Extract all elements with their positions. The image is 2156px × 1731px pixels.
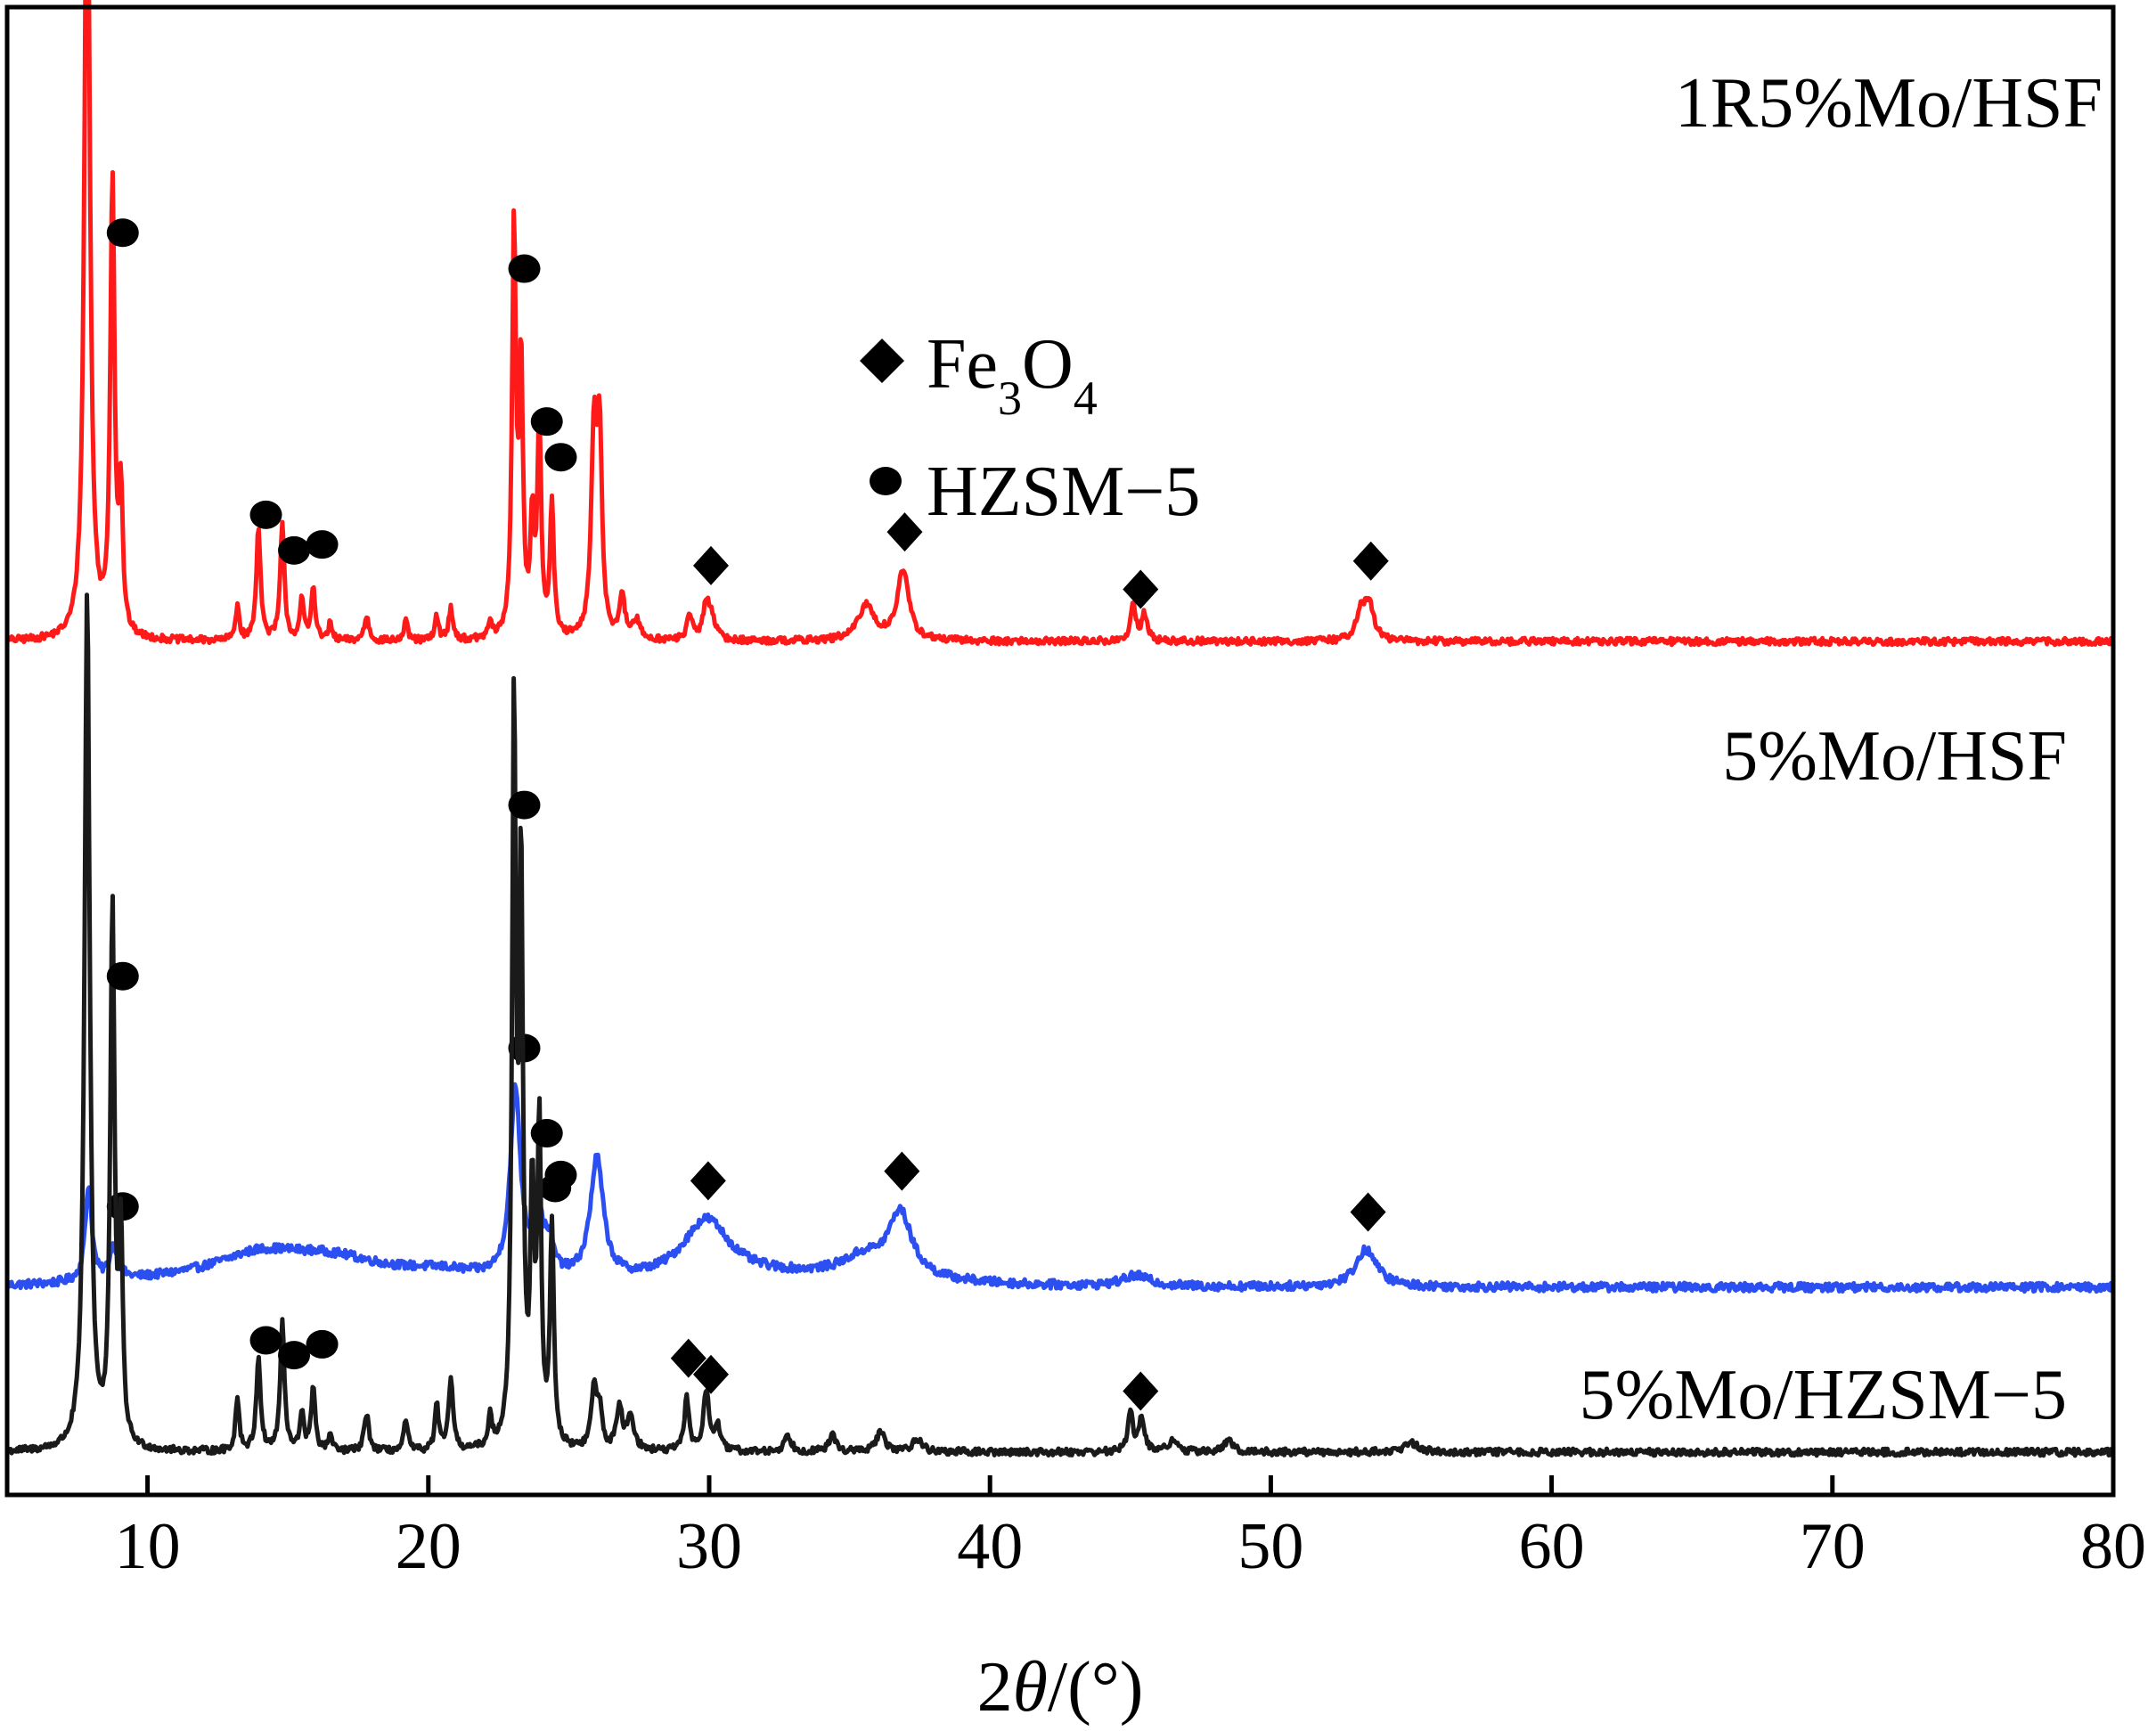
hzsm5-marker-5-mo-hsf-0 [106,218,139,248]
series-label-5mo-hzsm5: 5%Mo/HZSM−5 [1580,1356,2067,1434]
hzsm5-marker-5-mo-hzsm-5-1 [249,1326,282,1355]
fe3o4-marker-5-mo-hzsm-5-0 [670,1338,706,1378]
fe3o4-marker-5-mo-hsf-2 [1123,569,1159,609]
x-tick-label-80: 80 [2080,1510,2146,1583]
fe3o4-marker-1r5-mo-hsf-1 [884,1151,920,1191]
legend-label-hzsm5: HZSM−5 [927,453,1200,531]
x-tick-label-20: 20 [396,1510,461,1583]
x-tick-label-30: 30 [676,1510,742,1583]
plot-area [4,0,2115,1458]
hzsm5-marker-5-mo-hzsm-5-5 [530,1119,563,1148]
fe3o4-marker-5-mo-hsf-1 [886,512,923,552]
hzsm5-marker-5-mo-hsf-5 [530,407,563,437]
fe3o4-marker-1r5-mo-hsf-2 [1350,1192,1386,1232]
x-tick-label-70: 70 [1800,1510,1866,1583]
x-tick-label-60: 60 [1519,1510,1585,1583]
series-line-5-mo-hsf [4,0,2115,648]
x-axis: 10 20 30 40 50 60 70 80 [115,1475,2146,1583]
hzsm5-marker-5-mo-hzsm-5-4 [508,790,541,820]
x-axis-title: 2θ/(°) [977,1648,1144,1727]
series-line-1r5-mo-hsf [4,1082,2115,1294]
fe3o4-marker-1r5-mo-hsf-0 [690,1161,726,1201]
legend-label-fe3o4: Fe3O4 [927,325,1098,425]
hzsm5-marker-5-mo-hsf-1 [249,500,282,529]
hzsm5-marker-5-mo-hsf-4 [508,254,541,283]
hzsm5-marker-5-mo-hsf-2 [278,535,311,565]
x-tick-label-10: 10 [115,1510,181,1583]
hzsm5-marker-5-mo-hsf-6 [544,443,577,472]
fe3o4-marker-5-mo-hzsm-5-1 [693,1354,729,1394]
x-tick-label-40: 40 [957,1510,1023,1583]
hzsm5-marker-5-mo-hzsm-5-3 [306,1329,339,1359]
hzsm5-marker-5-mo-hzsm-5-2 [278,1341,311,1370]
legend-circle-icon [870,467,902,495]
series-line-5-mo-hzsm-5 [5,592,2115,1458]
hzsm5-marker-5-mo-hzsm-5-0 [106,961,139,991]
series-label-1r5mo-hsf: 1R5%Mo/HSF [1675,64,2103,143]
plot-frame [4,4,2116,1498]
series-label-5mo-hsf: 5%Mo/HSF [1722,717,2067,796]
hzsm5-marker-5-mo-hsf-3 [306,530,339,559]
fe3o4-marker-5-mo-hsf-0 [693,545,729,585]
hzsm5-marker-5-mo-hzsm-5-6 [544,1160,577,1189]
fe3o4-marker-5-mo-hzsm-5-2 [1123,1371,1159,1411]
legend-diamond-icon [860,339,904,383]
legend: Fe3O4 HZSM−5 [860,325,1200,531]
fe3o4-marker-5-mo-hsf-3 [1352,541,1389,581]
x-tick-label-50: 50 [1237,1510,1303,1583]
